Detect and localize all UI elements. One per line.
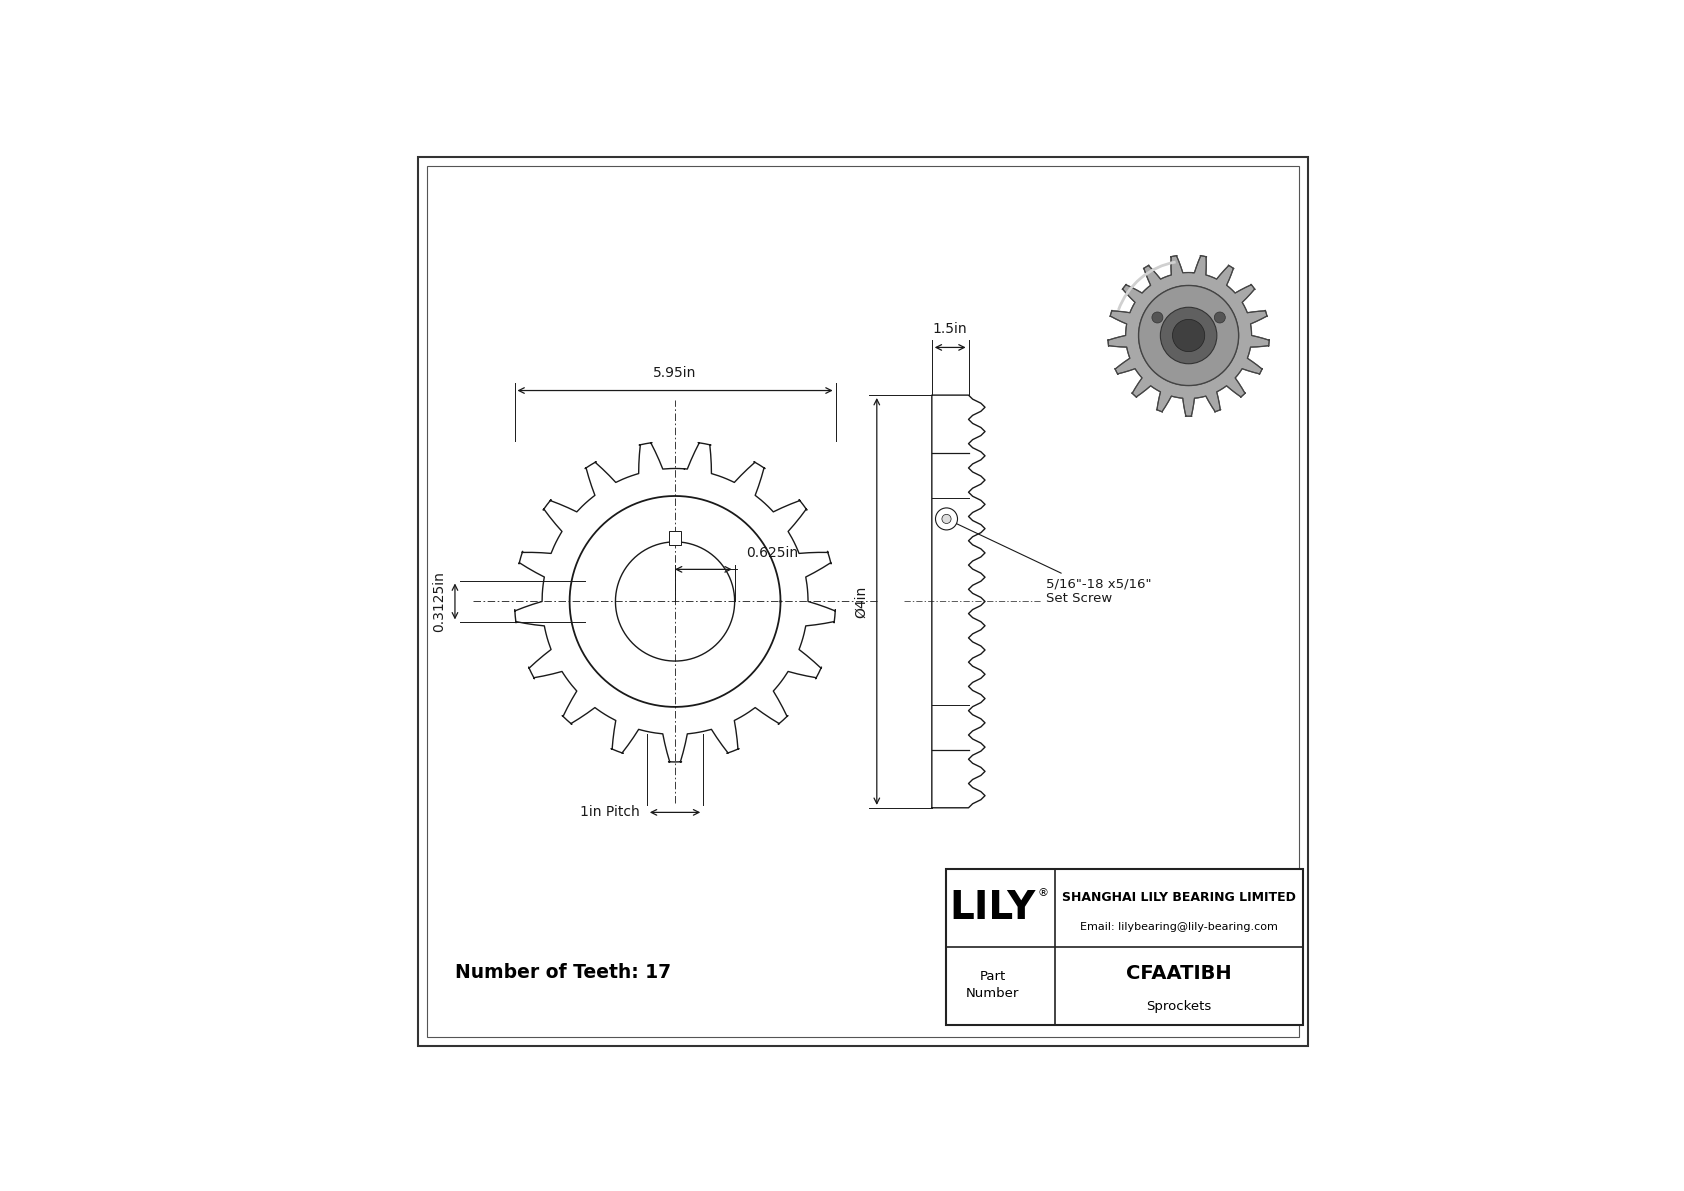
Text: 0.3125in: 0.3125in bbox=[431, 570, 446, 632]
Polygon shape bbox=[1108, 256, 1270, 416]
Text: 5/16"-18 x5/16"
Set Screw: 5/16"-18 x5/16" Set Screw bbox=[950, 520, 1152, 605]
Text: CFAATIBH: CFAATIBH bbox=[1127, 965, 1231, 984]
Text: Number of Teeth: 17: Number of Teeth: 17 bbox=[455, 964, 672, 983]
Bar bbox=[946, 869, 1303, 1025]
Text: 1.5in: 1.5in bbox=[933, 322, 968, 336]
Text: SHANGHAI LILY BEARING LIMITED: SHANGHAI LILY BEARING LIMITED bbox=[1063, 891, 1297, 904]
Text: 0.625in: 0.625in bbox=[746, 547, 798, 560]
Circle shape bbox=[1172, 319, 1204, 351]
Circle shape bbox=[1138, 286, 1239, 386]
Text: LILY: LILY bbox=[950, 890, 1036, 928]
Circle shape bbox=[1160, 307, 1218, 363]
Circle shape bbox=[941, 515, 951, 524]
Text: ®: ® bbox=[1037, 887, 1049, 898]
Text: Sprockets: Sprockets bbox=[1147, 1000, 1211, 1012]
Text: 5.95in: 5.95in bbox=[653, 366, 697, 380]
Circle shape bbox=[936, 507, 958, 530]
Text: Part
Number: Part Number bbox=[967, 969, 1019, 999]
Circle shape bbox=[1214, 312, 1226, 323]
Polygon shape bbox=[1108, 256, 1270, 416]
Text: 1in Pitch: 1in Pitch bbox=[579, 805, 640, 819]
Wedge shape bbox=[1138, 286, 1239, 386]
Bar bbox=[669, 531, 680, 544]
Circle shape bbox=[1152, 312, 1164, 323]
Text: Email: lilybearing@lily-bearing.com: Email: lilybearing@lily-bearing.com bbox=[1079, 922, 1278, 931]
Text: Ø4in: Ø4in bbox=[854, 585, 867, 618]
